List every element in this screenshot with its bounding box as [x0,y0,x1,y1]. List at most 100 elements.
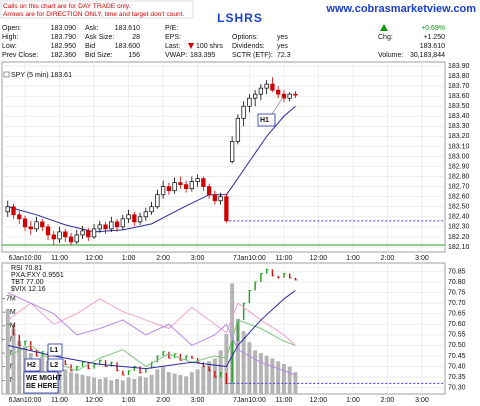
panel-title: SPY (5 min) 183.61 [11,72,72,79]
x-tick-label: 12:00 [85,397,103,404]
y-tick-label: 183.20 [448,133,470,140]
quote-value: 183.790 [51,34,76,41]
quote-label: Last: [165,43,180,50]
quote-label: Ask Size: [85,34,114,41]
quote-label: VWAP: [165,52,187,59]
x-tick-label: 2:00 [381,255,395,262]
quote-value: yes [277,34,288,41]
y-tick-label: 70.30 [448,385,466,392]
quote-label: Chg: [378,34,393,41]
volume-bar [172,373,177,394]
annotation-box [23,371,59,394]
x-tick-label: 7Jan10:00 [233,255,266,262]
candle-body [206,186,212,196]
candle-body [86,230,91,238]
candle-body [252,93,258,99]
legend-entry: TBT 77.00 [11,279,44,286]
candle-body [235,117,241,142]
quote-value: 156 [128,52,140,59]
candle-body [51,234,56,240]
volume-bar [5,309,10,394]
x-tick-label: 1:00 [346,255,360,262]
quote-value: 28 [132,34,140,41]
volume-bar [264,355,269,394]
volume-bar [97,378,102,394]
x-tick-label: 7Jan10:00 [233,397,266,404]
annotation-pointer [271,96,284,115]
volume-bar [132,378,137,394]
series-line [7,292,296,376]
candle-body [195,178,200,182]
candle-body [132,214,137,223]
y-tick-label: 182.80 [448,173,470,180]
annotation-text: BE HERE. [26,383,59,390]
candle-body [68,236,74,243]
volume-bar [103,377,108,394]
volume-bar [149,374,154,394]
y-tick-label: 70.60 [448,321,466,328]
y-tick-label: 70.80 [448,279,466,286]
volume-bar [253,350,258,394]
x-tick-label: 11:00 [275,255,292,262]
candle-body [120,218,125,228]
y-tick-label: 70.50 [448,342,466,349]
candle-body [137,216,143,223]
volume-bar [207,361,212,394]
y-tick-label: 70.55 [448,332,466,339]
annotation-box [47,358,64,372]
quote-panel: Open: 183.090 High: 183.790 Low: 182.950… [2,24,445,59]
quote-value: 183.090 [51,25,76,32]
symbol-icon [3,71,10,78]
quote-label: Bid Size: [85,52,113,59]
candle-body [34,221,39,230]
candle-body [57,231,62,240]
quote-value: 30,183,844 [410,52,445,59]
y-tick-label: 183.30 [448,123,470,130]
y-tick-label: 183.10 [448,143,470,150]
annotation-text: L2 [50,362,58,369]
candle-body [28,226,33,230]
y-tick-label: 183.40 [448,113,470,120]
y2-tick-label: 5M [6,323,16,330]
candle-body [212,194,218,202]
x-tick-label: 1:00 [122,255,136,262]
candle-body [103,224,108,230]
y-tick-label: 182.70 [448,183,470,190]
candle-body [160,186,166,196]
y-tick-label: 70.65 [448,311,466,318]
x-tick-label: 2:00 [156,397,170,404]
chart-title: LSHRS [217,11,263,25]
quote-label: Volume: [378,52,403,59]
quote-label: Dividends: [232,43,265,50]
series-line [7,105,296,233]
y2-tick-label: 3M [6,350,16,357]
volume-bar [69,372,74,394]
annotation-text: H1 [260,117,269,124]
volume-bar [86,376,91,394]
volume-bar [143,377,148,394]
volume-bar [17,340,22,394]
change-percent: +0.69% [421,25,445,32]
volume-bar [178,374,183,394]
candle-body [287,93,292,99]
volume-bar [138,376,143,394]
x-tick-label: 3:00 [415,255,429,262]
quote-value: 183.610 [115,25,140,32]
y2-tick-label: 2M [6,364,16,371]
panel-frame [1,262,446,395]
y-tick-label: 183.60 [448,93,470,100]
site-url[interactable]: www.cobrasmarketview.com [325,3,476,15]
candle-body [74,234,79,243]
y-tick-label: 183.70 [448,83,470,90]
candle-body [201,178,206,188]
candle-body [172,182,177,192]
volume-bar [235,318,240,394]
candle-body [218,196,223,202]
quote-label: EPS: [165,34,181,41]
panel-frame [1,61,446,253]
y-tick-label: 183.00 [448,153,470,160]
annotation-text: H2 [27,362,36,369]
volume-bar [126,377,131,394]
x-tick-label: 12:00 [310,397,328,404]
candle-body [97,224,102,230]
